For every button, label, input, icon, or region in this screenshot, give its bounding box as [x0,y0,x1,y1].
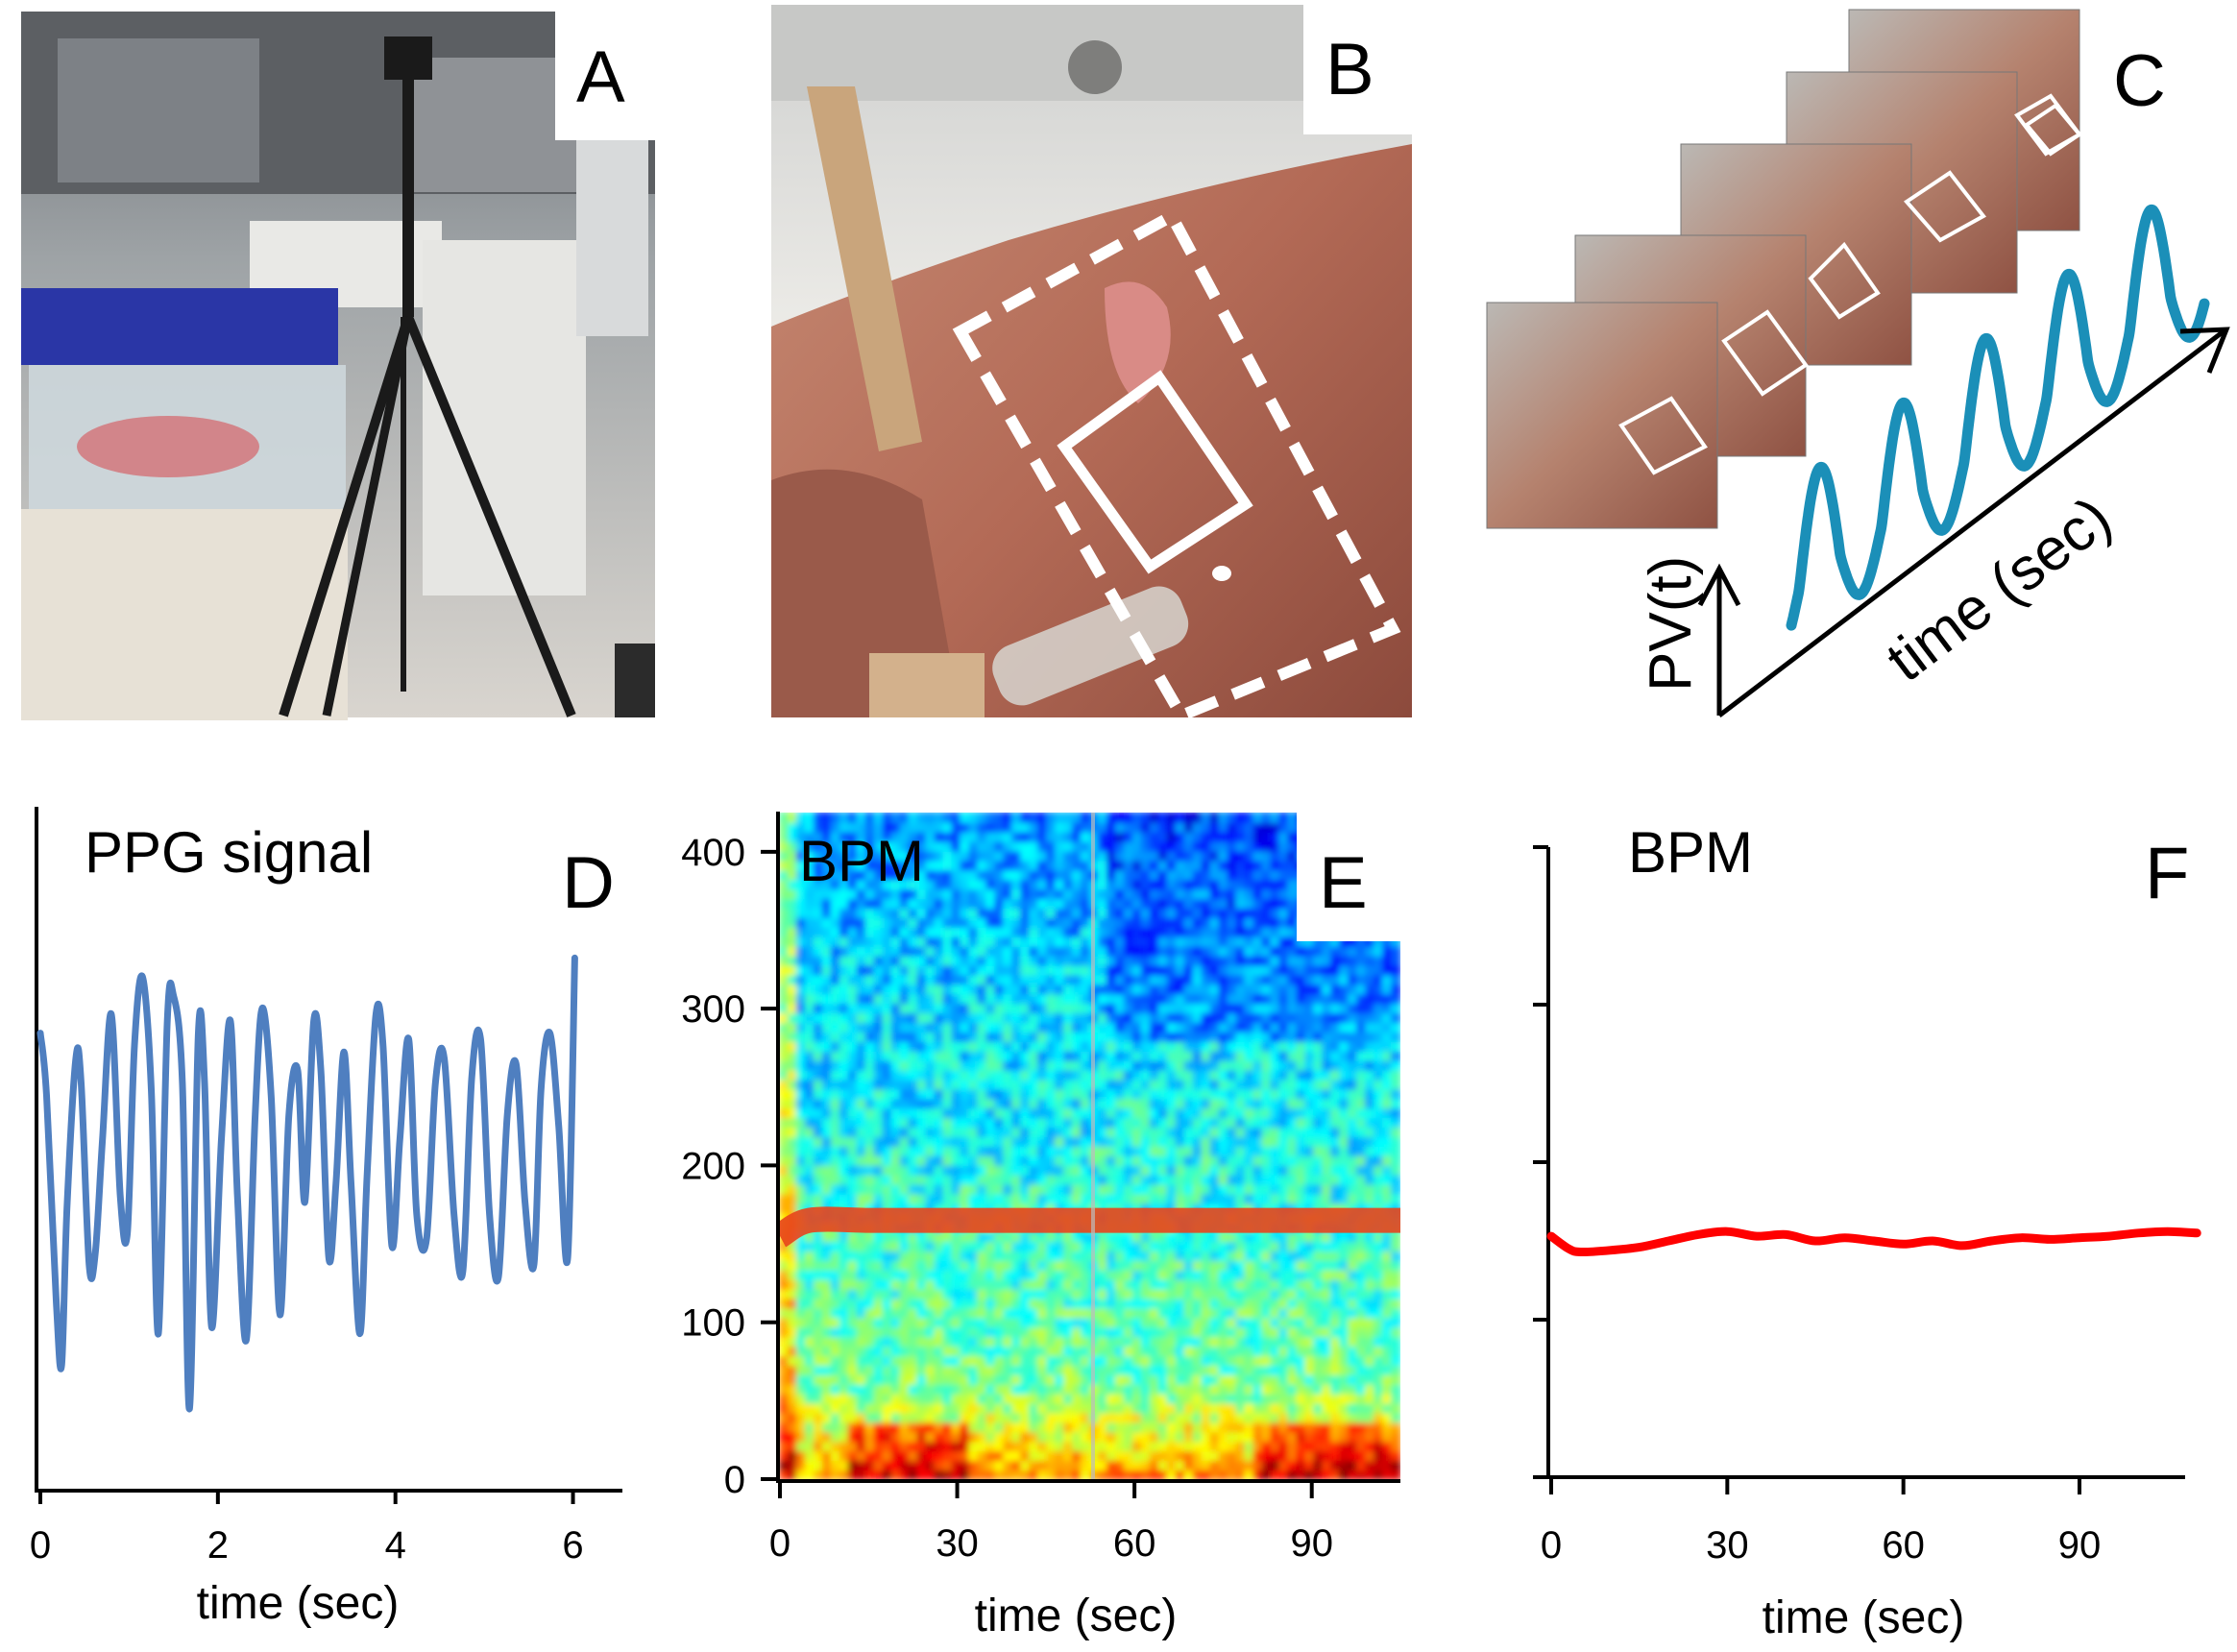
panel-a-label-box [555,12,655,140]
panel-b: B [771,5,1412,723]
panel-b-label-box [1303,5,1412,134]
spectrogram-ticks: 0 30 60 90 0 100 200 300 400 [681,832,1333,1565]
spectrogram-x-tick-label: 60 [1113,1522,1156,1565]
bpm-x-axis-title: time (sec) [1763,1592,1965,1643]
panel-e-letter: E [1319,842,1368,924]
panel-e-bpm-spectrogram: 0 30 60 90 0 100 200 300 400 BPM E time (sec) [681,812,1400,1641]
bpm-x-tick-label: 0 [1541,1524,1562,1567]
bpm-x-tick-label: 60 [1882,1524,1925,1567]
spectrogram-heatmap [780,813,1400,1479]
ppg-signal-line [36,954,578,1413]
panel-c-letter: C [2113,40,2166,122]
spectrogram-y-tick-label: 300 [681,988,745,1031]
face-roi-dashed-outline [952,207,1401,723]
spectrogram-x-axis-title: time (sec) [975,1591,1178,1641]
bpm-x-tick-label: 30 [1706,1524,1749,1567]
panel-f-bpm-chart: 0 30 60 90 BPM F time (sec) [1533,820,2201,1643]
ppg-x-tick-label: 2 [207,1524,229,1567]
panel-a-letter: A [576,36,625,118]
panel-f-letter: F [2145,833,2189,914]
bpm-chart-title: BPM [1628,820,1753,885]
spectrogram-y-tick-label: 200 [681,1145,745,1187]
time-axis-label: time (sec) [1875,484,2124,694]
panel-c: PV(t) time (sec) C [1486,9,2230,717]
pv-axis-arrowhead [1697,563,1741,607]
bpm-ticks: 0 30 60 90 [1533,845,2102,1567]
panel-a: A [21,12,655,720]
schematic-pulse-wave [1786,204,2210,631]
panel-b-letter: B [1325,29,1374,110]
ppg-chart-title: PPG signal [85,820,373,885]
bpm-x-tick-label: 90 [2058,1524,2102,1567]
video-frame-stack [1486,9,2082,529]
heart-rate-ridge [780,1206,1400,1248]
ppg-x-tick-label: 0 [30,1524,51,1567]
spectrogram-x-tick-label: 0 [769,1522,790,1565]
panel-d-ppg-chart: 0 2 4 6 PPG signal D time (sec) [30,807,622,1629]
spectrogram-title: BPM [799,829,924,893]
cheek-roi-outline [1057,370,1253,574]
pv-axis-label: PV(t) [1638,556,1704,692]
ppg-x-axis-title: time (sec) [197,1578,400,1629]
ppg-x-tick-label: 4 [385,1524,406,1567]
bpm-line [1546,1227,2201,1257]
ppg-x-tick-label: 6 [562,1524,583,1567]
spectrogram-y-tick-label: 100 [681,1302,745,1345]
spectrogram-y-tick-label: 400 [681,832,745,874]
time-axis-arrowhead [2179,327,2230,374]
spectrogram-x-tick-label: 90 [1290,1522,1333,1565]
panel-d-letter: D [562,842,615,924]
time-axis-arrow [1717,329,2225,717]
spectrogram-y-tick-label: 0 [724,1459,745,1501]
spectrogram-x-tick-label: 30 [936,1522,979,1565]
ppg-x-ticks: 0 2 4 6 [30,1491,584,1567]
